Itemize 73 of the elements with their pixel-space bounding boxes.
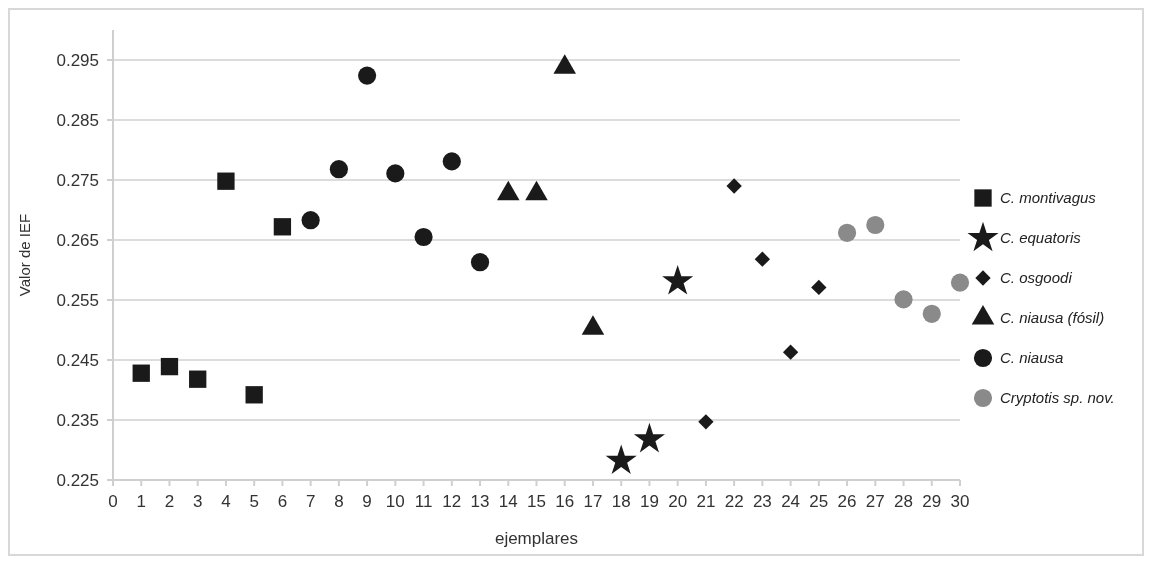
point — [470, 253, 490, 272]
point — [189, 370, 207, 388]
x-tick-label: 11 — [414, 492, 433, 511]
y-tick-label: 0.245 — [56, 350, 99, 370]
legend-label: Cryptotis sp. nov. — [1000, 389, 1115, 407]
point — [273, 218, 292, 236]
point — [605, 444, 637, 475]
x-tick-label: 30 — [950, 492, 970, 511]
y-tick-label: 0.225 — [56, 470, 99, 490]
x-tick-label: 13 — [470, 492, 490, 511]
point — [358, 66, 377, 85]
point — [245, 386, 263, 404]
x-tick-label: 22 — [724, 492, 744, 511]
point — [160, 357, 179, 376]
x-tick-label: 27 — [865, 492, 885, 511]
point — [301, 211, 320, 230]
x-tick-label: 23 — [752, 492, 772, 511]
x-tick-label: 5 — [249, 492, 259, 511]
x-tick-label: 0 — [108, 492, 118, 511]
point — [217, 172, 235, 190]
point — [866, 215, 885, 235]
x-tick-label: 6 — [277, 492, 288, 511]
x-tick-label: 12 — [442, 492, 462, 511]
x-tick-label: 29 — [922, 492, 942, 511]
point — [950, 273, 970, 292]
x-tick-label: 14 — [498, 492, 518, 511]
x-tick-label: 3 — [192, 492, 203, 511]
y-tick-label: 0.285 — [56, 110, 99, 130]
legend-label: C. niausa (fósil) — [1000, 309, 1105, 327]
x-tick-label: 18 — [611, 492, 631, 511]
point — [922, 304, 941, 323]
point — [894, 290, 913, 309]
x-tick-label: 24 — [781, 492, 801, 511]
point — [329, 160, 348, 179]
point — [698, 414, 714, 430]
point — [414, 227, 433, 247]
point — [837, 223, 857, 242]
x-tick-label: 8 — [334, 492, 344, 511]
x-tick-label: 28 — [894, 492, 913, 511]
legend-label: C. osgoodi — [1000, 269, 1073, 287]
legend-label: C. niausa — [1000, 349, 1064, 367]
x-tick-label: 20 — [668, 492, 688, 511]
x-tick-label: 16 — [555, 492, 575, 511]
point — [132, 364, 150, 382]
x-tick-label: 4 — [221, 492, 231, 511]
x-tick-label: 7 — [305, 492, 316, 511]
legend-label: C. equatoris — [1000, 229, 1082, 247]
y-tick-label: 0.255 — [56, 290, 99, 310]
point — [782, 344, 799, 360]
y-tick-label: 0.275 — [56, 170, 99, 190]
point — [386, 164, 405, 183]
x-axis-title: ejemplares — [494, 529, 579, 548]
point — [754, 251, 771, 267]
point — [662, 265, 694, 295]
x-tick-label: 25 — [809, 492, 829, 511]
y-tick-label: 0.265 — [56, 230, 99, 250]
y-axis-title: Valor de IEF — [16, 213, 33, 297]
point — [633, 422, 665, 453]
y-tick-label: 0.295 — [56, 50, 99, 70]
x-tick-label: 19 — [639, 492, 659, 511]
x-tick-label: 21 — [696, 492, 716, 511]
x-tick-label: 17 — [583, 492, 603, 511]
x-tick-label: 9 — [362, 492, 372, 511]
y-tick-label: 0.235 — [56, 410, 99, 430]
point — [726, 178, 742, 194]
point — [811, 279, 827, 296]
point — [442, 152, 461, 171]
x-tick-label: 15 — [527, 492, 546, 511]
x-tick-label: 26 — [837, 492, 857, 511]
legend-label: C. montivagus — [1000, 189, 1097, 207]
x-tick-label: 10 — [385, 492, 405, 511]
x-tick-label: 1 — [136, 492, 146, 511]
x-tick-label: 2 — [164, 492, 175, 511]
